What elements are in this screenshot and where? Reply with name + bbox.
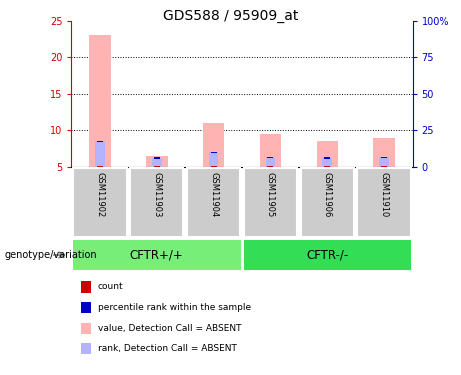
Bar	[211, 152, 217, 153]
Bar	[130, 168, 183, 237]
Bar	[322, 158, 332, 167]
Text: CFTR+/+: CFTR+/+	[130, 249, 183, 261]
Bar	[379, 158, 389, 167]
Bar	[209, 152, 219, 167]
Bar	[381, 165, 387, 167]
Bar	[89, 35, 111, 167]
Text: count: count	[98, 282, 124, 291]
Text: GSM11904: GSM11904	[209, 172, 218, 217]
Bar	[324, 165, 331, 167]
Text: rank, Detection Call = ABSENT: rank, Detection Call = ABSENT	[98, 344, 236, 353]
Bar	[317, 141, 338, 167]
Text: GDS588 / 95909_at: GDS588 / 95909_at	[163, 9, 298, 23]
Text: GSM11905: GSM11905	[266, 172, 275, 217]
Bar	[154, 158, 160, 159]
Text: value, Detection Call = ABSENT: value, Detection Call = ABSENT	[98, 324, 241, 333]
Text: GSM11902: GSM11902	[95, 172, 104, 217]
Bar	[324, 158, 331, 159]
Bar	[73, 168, 127, 237]
Bar	[267, 165, 273, 167]
Bar	[373, 138, 395, 167]
Bar	[267, 157, 273, 158]
Bar	[301, 168, 354, 237]
Bar	[154, 165, 160, 167]
Text: genotype/variation: genotype/variation	[5, 250, 97, 260]
Bar	[146, 156, 167, 167]
Text: GSM11910: GSM11910	[380, 172, 389, 217]
Bar	[95, 141, 105, 167]
Bar	[260, 134, 281, 167]
Bar	[152, 158, 162, 167]
Bar	[73, 240, 242, 270]
Bar	[244, 240, 411, 270]
Text: CFTR-/-: CFTR-/-	[306, 249, 349, 261]
Bar	[244, 168, 297, 237]
Text: percentile rank within the sample: percentile rank within the sample	[98, 303, 251, 312]
Text: GSM11903: GSM11903	[152, 172, 161, 217]
Bar	[97, 165, 103, 167]
Bar	[187, 168, 240, 237]
Bar	[266, 158, 275, 167]
Bar	[203, 123, 225, 167]
Bar	[97, 141, 103, 142]
Bar	[381, 157, 387, 158]
Bar	[211, 165, 217, 167]
Bar	[357, 168, 411, 237]
Text: GSM11906: GSM11906	[323, 172, 332, 217]
